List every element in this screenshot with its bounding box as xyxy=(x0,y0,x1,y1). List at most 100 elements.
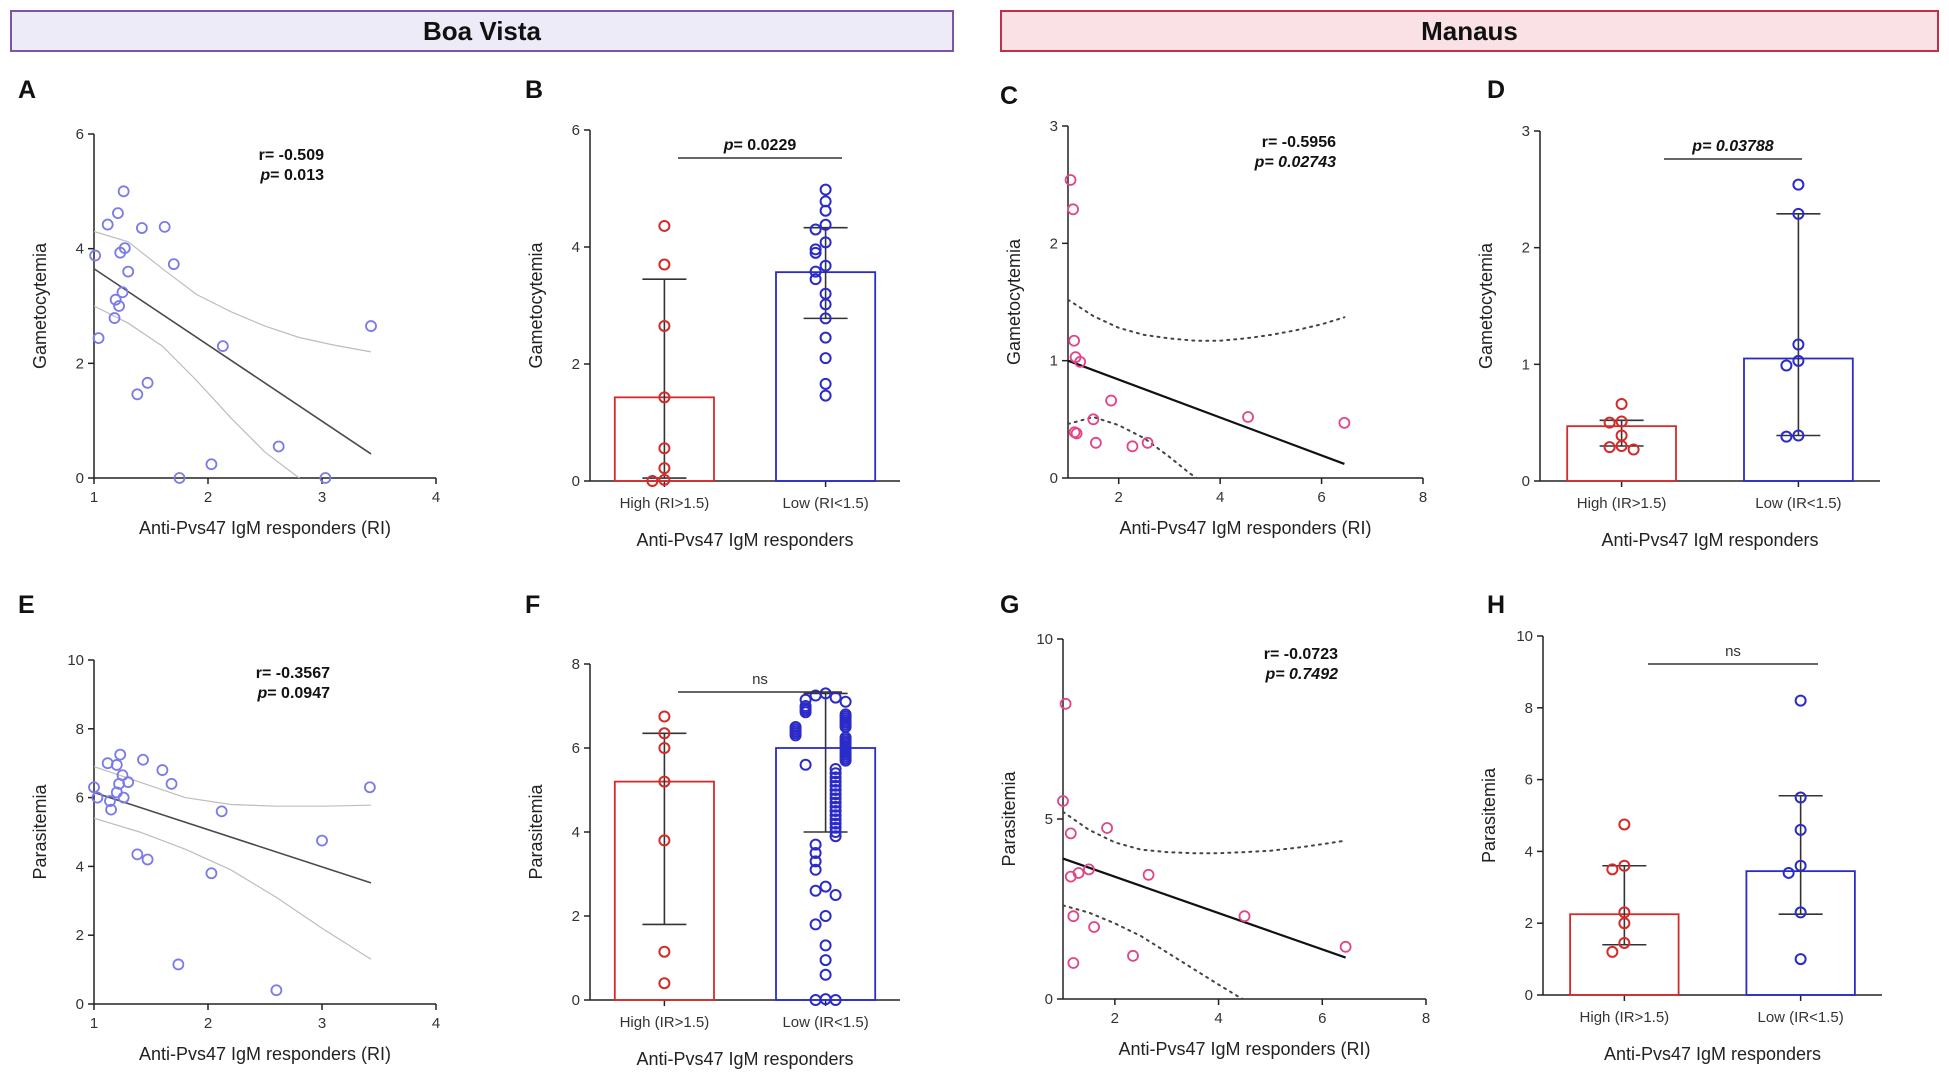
x-tick-label: 8 xyxy=(1419,489,1427,506)
data-point xyxy=(829,784,842,796)
data-point xyxy=(819,352,832,365)
panel-letter: D xyxy=(1487,76,1505,104)
y-axis-title: Gametocytemia xyxy=(526,241,546,368)
data-point xyxy=(131,848,144,861)
y-tick-label: 0 xyxy=(572,992,580,1009)
data-point xyxy=(1618,917,1631,930)
panel-g: G 0 5 10 Parasitemia 2 4 6 8 Anti-Pvs47 IgM respo… xyxy=(999,591,1430,1059)
data-point xyxy=(829,830,842,843)
y-tick-label: 8 xyxy=(572,656,580,673)
data-point xyxy=(658,442,671,455)
x-axis-title: Anti-Pvs47 IgM responders (RI) xyxy=(139,1044,391,1064)
x-tick-label: 1 xyxy=(90,1015,98,1032)
data-point xyxy=(829,817,842,830)
data-point xyxy=(819,218,832,231)
x-tick-label: 2 xyxy=(1115,489,1123,506)
data-point xyxy=(141,853,154,866)
data-point xyxy=(809,273,822,286)
data-point xyxy=(829,796,842,809)
data-point xyxy=(110,759,123,771)
data-point xyxy=(216,340,229,353)
data-point xyxy=(1126,440,1139,453)
data-point xyxy=(809,994,822,1006)
x-tick-label: 2 xyxy=(1111,1010,1119,1027)
panel-e: E 0 2 4 6 8 10 Parasitemia 1 2 3 4 Anti-Pvs47 IgM re… xyxy=(18,591,440,1064)
y-tick-label: 6 xyxy=(1525,772,1533,789)
data-point xyxy=(1792,354,1805,367)
data-point xyxy=(105,803,117,816)
data-point xyxy=(165,777,178,790)
data-point xyxy=(1615,415,1628,428)
data-point xyxy=(156,764,169,776)
data-point xyxy=(1101,822,1113,834)
y-tick-label: 0 xyxy=(1525,987,1533,1004)
data-point xyxy=(1064,827,1077,840)
y-tick-label: 4 xyxy=(76,858,84,875)
data-point xyxy=(1792,178,1805,191)
data-point xyxy=(829,821,842,834)
data-point xyxy=(1339,940,1352,953)
data-point xyxy=(829,889,842,901)
data-point xyxy=(1792,207,1805,220)
data-point xyxy=(108,312,121,324)
y-tick-label: 3 xyxy=(1050,118,1058,135)
data-point xyxy=(1794,791,1807,804)
data-point xyxy=(809,918,822,931)
x-tick-label: 4 xyxy=(1214,1010,1222,1027)
y-axis-title: Gametocytemia xyxy=(1004,238,1024,365)
x-tick-label: 3 xyxy=(318,489,326,506)
data-point xyxy=(658,834,671,847)
data-point xyxy=(1059,697,1072,710)
data-point xyxy=(167,258,180,271)
data-point xyxy=(658,977,671,990)
p-value: = 0.013 xyxy=(270,167,324,184)
p-symbol: p xyxy=(1691,138,1702,155)
data-point xyxy=(1141,436,1154,449)
x-axis-title: Anti-Pvs47 IgM responders (RI) xyxy=(1118,1039,1370,1059)
comparison-label: p= 0.0229 xyxy=(723,137,797,154)
data-point xyxy=(829,767,842,780)
data-point xyxy=(809,246,822,259)
p-value: = 0.7492 xyxy=(1275,666,1338,683)
y-tick-label: 4 xyxy=(76,241,84,258)
x-axis-title: Anti-Pvs47 IgM responders xyxy=(1601,530,1818,550)
data-point xyxy=(819,939,832,952)
data-point xyxy=(819,880,832,893)
data-point xyxy=(137,753,149,766)
data-point xyxy=(1618,818,1631,831)
y-axis-title: Gametocytemia xyxy=(1476,242,1496,369)
data-point xyxy=(319,472,332,484)
y-tick-label: 2 xyxy=(1525,915,1533,932)
ci-upper-band xyxy=(94,766,372,807)
ci-lower-band xyxy=(1068,415,1199,478)
p-symbol: p xyxy=(1264,666,1275,683)
category-label: High (RI>1.5) xyxy=(620,495,710,512)
data-point xyxy=(1238,910,1251,923)
category-label: High (IR>1.5) xyxy=(620,1014,710,1031)
data-point xyxy=(1782,866,1795,879)
comparison-label: p= 0.03788 xyxy=(1691,138,1774,155)
panel-letter: C xyxy=(1000,82,1018,110)
data-point xyxy=(658,319,671,332)
panel-a: A 0 2 4 6 Gametocytemia 1 2 3 4 Anti-Pvs47 IgM res… xyxy=(18,76,440,538)
data-point xyxy=(819,331,832,344)
ci-upper-band xyxy=(1063,810,1347,855)
category-label: Low (RI<1.5) xyxy=(782,495,868,512)
y-tick-label: 0 xyxy=(76,470,84,487)
data-point xyxy=(799,706,812,719)
x-tick-label: 4 xyxy=(432,1015,440,1032)
data-point xyxy=(89,249,102,262)
data-point xyxy=(116,286,129,299)
y-axis-title: Gametocytemia xyxy=(30,242,50,369)
data-point xyxy=(819,259,832,272)
data-point xyxy=(272,440,285,453)
y-tick-label: 6 xyxy=(76,790,84,807)
x-axis-title: Anti-Pvs47 IgM responders (RI) xyxy=(1119,518,1371,538)
x-axis-title: Anti-Pvs47 IgM responders xyxy=(636,530,853,550)
data-point xyxy=(101,218,114,231)
panel-letter: G xyxy=(1000,591,1019,619)
p-value: = 0.0947 xyxy=(267,685,330,702)
data-point xyxy=(1057,795,1069,807)
p-symbol: p xyxy=(1254,154,1265,171)
data-point xyxy=(1072,867,1085,879)
